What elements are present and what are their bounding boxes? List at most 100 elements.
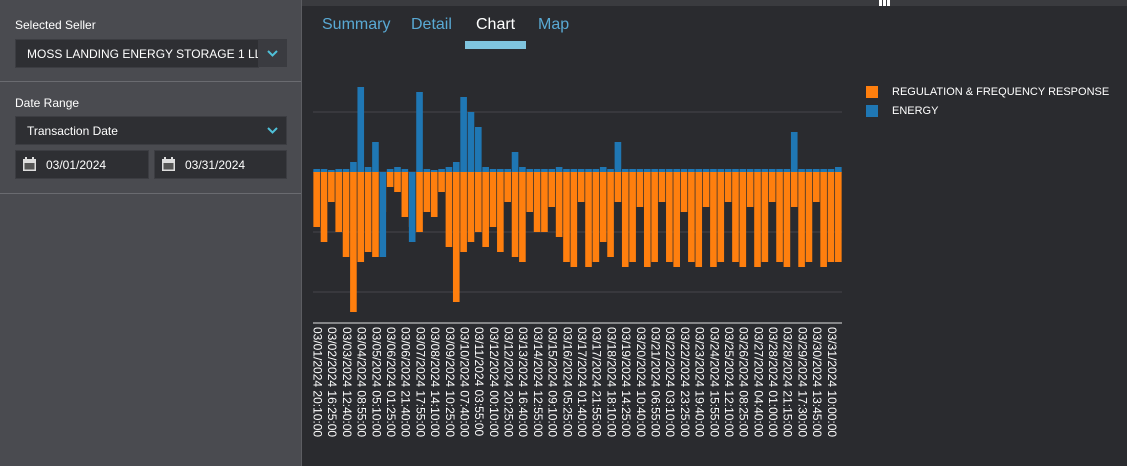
bar [438,172,445,192]
bar [629,169,636,172]
bar [577,169,585,172]
bar [504,169,512,172]
bar [423,172,431,212]
bar [526,172,534,212]
bar [570,172,578,267]
bar [364,172,372,252]
bar [357,172,365,262]
bar [372,172,379,257]
bar [335,172,343,232]
bar [783,169,791,172]
date-type-dropdown[interactable] [258,116,287,144]
bar [482,172,489,247]
bar [335,169,343,172]
tab[interactable]: Detail [411,16,452,33]
bar [541,172,548,232]
bar [445,172,453,247]
tab[interactable]: Summary [322,16,391,33]
x-tick-label: 03/08/2024 14:10:00 [428,327,442,437]
bar [511,172,519,257]
x-tick-label: 03/06/2024 01:25:00 [384,327,398,437]
bar [812,169,820,172]
x-tick-label: 03/17/2024 01:40:00 [575,327,589,437]
bar [482,167,489,172]
bar [519,172,526,262]
tab[interactable]: Map [538,16,570,33]
bar [710,169,717,172]
bar [629,172,636,262]
bar [754,172,761,267]
start-date-input[interactable]: 03/01/2024 [15,150,149,179]
bar [350,172,357,312]
bar [585,172,592,267]
bar [563,172,570,262]
date-type-select[interactable]: Transaction Date [15,116,287,145]
bar [805,172,813,262]
legend-label: ENERGY [892,105,939,117]
bar [475,127,482,172]
bar [695,169,703,172]
bar [577,172,585,202]
bar [497,169,504,172]
bar [599,167,607,172]
end-date-input[interactable]: 03/31/2024 [154,150,287,179]
bar [452,162,460,172]
bar [563,169,570,172]
bar [497,172,504,252]
x-tick-label: 03/16/2024 05:25:00 [560,327,574,437]
bar [621,172,629,267]
bar [761,169,769,172]
calendar-icon [23,157,36,171]
seller-section: Selected Seller MOSS LANDING ENERGY STOR… [0,0,301,82]
bar [320,169,328,172]
bar [416,172,423,232]
bar [467,172,475,242]
bar [342,172,350,257]
bar [688,169,695,172]
bar [776,169,783,172]
bar [533,172,541,232]
bar [342,169,350,172]
bar [739,172,747,267]
bar [408,172,416,242]
bar [835,167,842,172]
tab-underline [465,41,526,49]
tab[interactable]: Chart [476,16,516,33]
bar [313,172,320,227]
bar [401,169,409,172]
bar [673,169,680,172]
seller-select[interactable]: MOSS LANDING ENERGY STORAGE 1 LLC [15,39,259,68]
x-tick-label: 03/10/2024 07:40:00 [457,327,471,437]
bar [783,172,791,267]
chevron [267,50,278,57]
bar [430,172,438,217]
bar [460,97,467,172]
seller-dropdown[interactable] [258,39,287,67]
bar [724,172,732,202]
bar [680,169,688,172]
bar [614,142,622,172]
bar [717,172,725,262]
bar [475,172,482,232]
bar [386,172,394,187]
bar [812,172,820,202]
x-tick-label: 03/06/2024 21:40:00 [399,327,413,437]
x-tick-label: 03/30/2024 13:45:00 [810,327,824,437]
bar [666,169,673,172]
x-tick-label: 03/01/2024 20:10:00 [311,327,325,437]
bar [401,172,409,217]
bar [820,169,827,172]
bar [621,169,629,172]
resize-handle[interactable] [879,0,891,6]
bar [805,169,813,172]
bar [504,172,512,202]
bar [643,172,651,267]
bar [827,169,835,172]
x-tick-label: 03/26/2024 08:25:00 [737,327,751,437]
bar [636,169,644,172]
bar [695,172,703,267]
bar [614,172,622,202]
date-section: Date Range Transaction Date 03/01/2024 0… [0,82,301,194]
bar [724,169,732,172]
